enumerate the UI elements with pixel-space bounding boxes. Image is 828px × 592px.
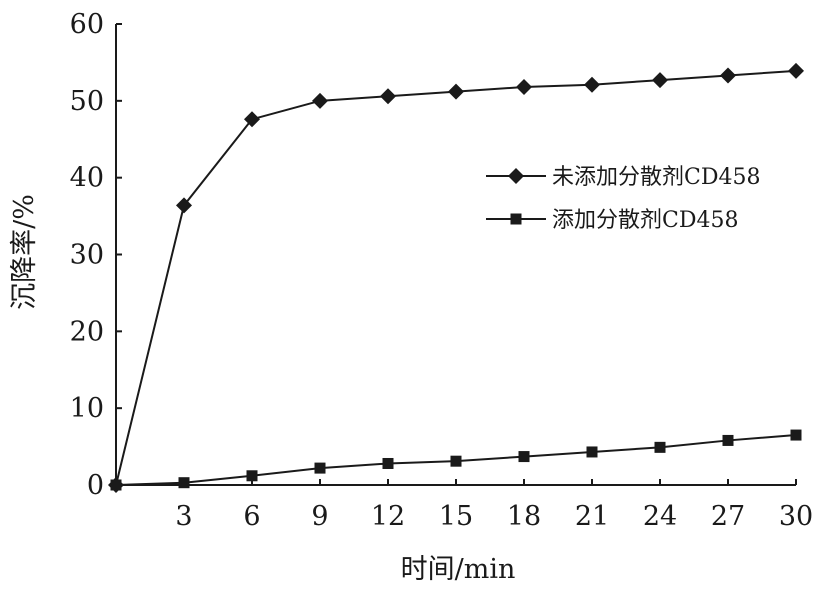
legend-item-2: 添加分散剂CD458	[486, 208, 738, 233]
x-tick-label: 12	[371, 501, 405, 532]
series-1-point	[244, 111, 260, 128]
series-1-point	[380, 88, 396, 105]
series-1-point	[516, 79, 532, 96]
y-tick-label: 10	[70, 393, 104, 424]
legend: 未添加分散剂CD458 添加分散剂CD458	[486, 165, 760, 233]
series-1-point	[720, 67, 736, 84]
legend-label: 添加分散剂CD458	[552, 208, 738, 233]
x-tick-label: 24	[643, 501, 677, 532]
series-2	[110, 429, 802, 491]
series-2-point	[450, 455, 462, 467]
y-tick-label: 30	[70, 240, 104, 271]
series-2-point	[246, 470, 258, 482]
series-layer	[108, 62, 804, 493]
series-2-point	[382, 457, 394, 469]
legend-label: 未添加分散剂CD458	[552, 165, 760, 190]
series-2-point	[586, 446, 598, 458]
y-tick-label: 50	[70, 86, 104, 117]
y-ticks: 0 10 20 30 40 50 60	[70, 9, 122, 501]
y-tick-label: 40	[70, 163, 104, 194]
series-1-point	[584, 76, 600, 93]
x-tick-label: 18	[507, 501, 541, 532]
x-tick-label: 3	[175, 501, 192, 532]
x-tick-label: 6	[243, 501, 260, 532]
series-2-point	[654, 441, 666, 453]
legend-item-1: 未添加分散剂CD458	[486, 165, 760, 190]
x-axis-title: 时间/min	[401, 554, 516, 585]
x-tick-label: 30	[779, 501, 813, 532]
series-1-point	[176, 197, 192, 214]
y-tick-label: 60	[70, 9, 104, 40]
series-1-point	[788, 62, 804, 79]
legend-marker	[510, 213, 522, 225]
legend-marker	[508, 168, 524, 184]
series-1-point	[448, 83, 464, 100]
series-2-point	[178, 477, 190, 489]
x-ticks: 3 6 9 12 15 18 21 24 27 30	[175, 479, 813, 532]
plot-area: 3 6 9 12 15 18 21 24 27 30 0 10 20 30 40 50 60	[70, 9, 814, 532]
series-1-point	[312, 92, 328, 109]
x-tick-label: 15	[439, 501, 473, 532]
series-2-point	[314, 462, 326, 474]
series-2-point	[722, 434, 734, 446]
series-1-line	[115, 69, 797, 486]
series-1	[108, 62, 804, 493]
x-tick-label: 9	[311, 501, 328, 532]
x-tick-label: 21	[575, 501, 609, 532]
y-tick-label: 0	[87, 470, 104, 501]
x-tick-label: 27	[711, 501, 745, 532]
series-2-point	[110, 479, 122, 491]
y-tick-label: 20	[70, 316, 104, 347]
series-2-point	[518, 451, 530, 463]
y-axis-title: 沉降率/%	[9, 194, 40, 310]
series-1-point	[652, 72, 668, 89]
series-2-point	[790, 429, 802, 441]
